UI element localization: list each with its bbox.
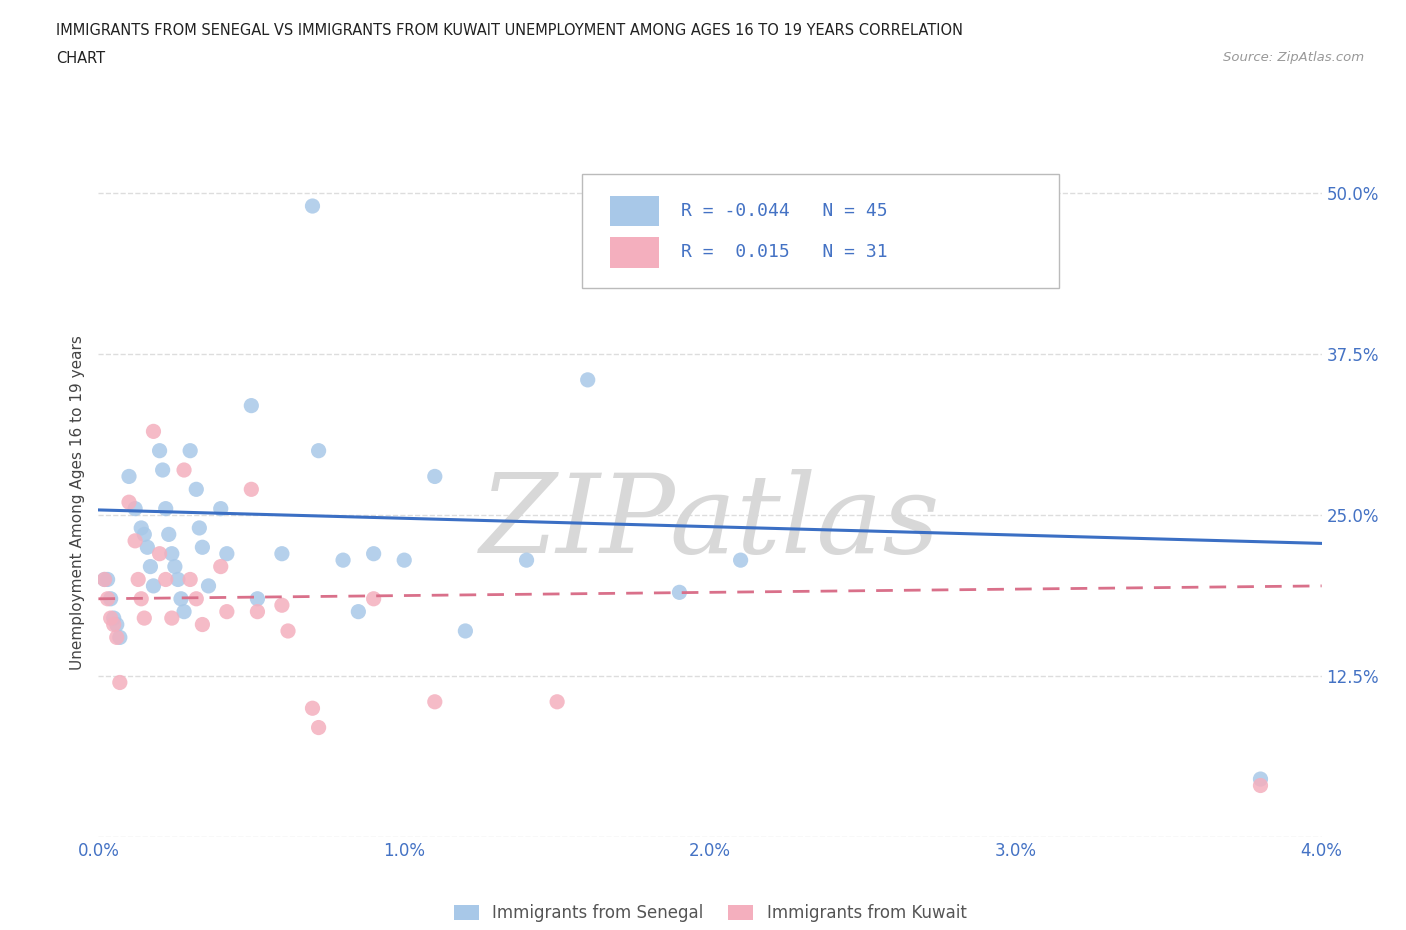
Point [124,501,146,516]
Point [93,572,115,587]
Point [363,591,385,606]
Text: R = -0.044   N = 45: R = -0.044 N = 45 [681,202,887,219]
Point [142,424,165,439]
Point [139,559,162,574]
Point [160,611,183,626]
Point [240,482,263,497]
Point [730,552,752,567]
Point [97,591,120,606]
Point [347,604,370,619]
Point [186,591,208,606]
Point [215,604,238,619]
Text: IMMIGRANTS FROM SENEGAL VS IMMIGRANTS FROM KUWAIT UNEMPLOYMENT AMONG AGES 16 TO : IMMIGRANTS FROM SENEGAL VS IMMIGRANTS FR… [56,23,963,38]
Point [170,591,193,606]
Point [215,546,238,561]
Point [127,572,149,587]
Text: Source: ZipAtlas.com: Source: ZipAtlas.com [1223,51,1364,64]
Point [308,444,330,458]
Point [129,521,152,536]
Point [103,611,125,626]
Point [277,623,299,638]
Point [173,604,195,619]
Point [100,591,122,606]
FancyBboxPatch shape [610,237,658,268]
Point [167,572,190,587]
Point [155,572,177,587]
Point [152,462,174,477]
Point [179,444,201,458]
Point [118,469,141,484]
Point [197,578,219,593]
Point [160,546,183,561]
Point [191,618,214,632]
Point [363,546,385,561]
Legend: Immigrants from Senegal, Immigrants from Kuwait: Immigrants from Senegal, Immigrants from… [446,896,974,930]
FancyBboxPatch shape [582,174,1059,288]
Point [240,398,263,413]
Point [308,720,330,735]
Point [108,675,131,690]
Point [576,372,599,387]
Point [103,618,125,632]
Point [97,572,120,587]
Point [209,501,232,516]
Text: ZIPatlas: ZIPatlas [479,469,941,576]
Point [108,630,131,644]
Point [191,539,214,554]
Point [246,604,269,619]
Point [1249,772,1271,787]
Point [546,695,568,710]
Point [1249,778,1271,793]
Point [179,572,201,587]
Point [105,618,128,632]
Point [149,444,172,458]
Point [516,552,538,567]
Point [136,539,159,554]
Y-axis label: Unemployment Among Ages 16 to 19 years: Unemployment Among Ages 16 to 19 years [69,335,84,670]
Point [155,501,177,516]
Point [332,552,354,567]
Point [134,527,156,542]
Point [454,623,477,638]
Point [118,495,141,510]
Point [392,552,416,567]
Point [149,546,172,561]
Point [105,630,128,644]
Point [173,462,195,477]
Point [270,598,294,613]
FancyBboxPatch shape [610,196,658,226]
Point [186,482,208,497]
Point [157,527,180,542]
Text: CHART: CHART [56,51,105,66]
Text: R =  0.015   N = 31: R = 0.015 N = 31 [681,244,887,261]
Point [93,572,115,587]
Point [134,611,156,626]
Point [668,585,690,600]
Point [301,701,323,716]
Point [246,591,269,606]
Point [423,695,446,710]
Point [124,534,146,549]
Point [423,469,446,484]
Point [100,611,122,626]
Point [163,559,186,574]
Point [129,591,152,606]
Point [209,559,232,574]
Point [188,521,211,536]
Point [142,578,165,593]
Point [301,199,323,214]
Point [270,546,294,561]
